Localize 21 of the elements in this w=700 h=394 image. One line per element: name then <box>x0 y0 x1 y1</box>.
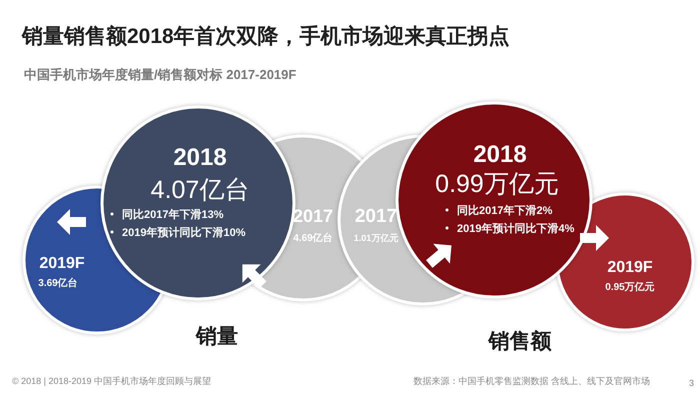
text: © 2018 | 2018-2019 中国手机市场年度回顾与展望 <box>12 376 212 386</box>
category-label: 2017 <box>354 206 398 227</box>
data-label: 0.99万亿元 <box>435 170 559 198</box>
category-label: 2018 <box>473 141 527 168</box>
text: 销量 <box>195 325 238 348</box>
text: 中国手机市场年度销量/销售额对标 2017-2019F <box>24 66 296 84</box>
text: 同比2017年下滑13% <box>122 208 224 221</box>
category-label: 2018 <box>173 144 227 171</box>
source-note: 数据来源：中国手机零售监测数据 含线上、线下及官网市场 <box>413 376 650 386</box>
text: 3 <box>688 378 694 388</box>
data-label: 4.07亿台 <box>150 176 250 204</box>
category-label: 2019F <box>39 255 85 272</box>
data-label: 0.95万亿元 <box>605 281 655 293</box>
text: 2019年预计同比下滑10% <box>122 226 246 239</box>
category-label: 2019F <box>607 259 653 276</box>
data-label: 3.69亿台 <box>38 277 78 289</box>
text: 同比2017年下滑2% <box>457 204 553 217</box>
text: 销售额 <box>488 329 552 353</box>
category-label: 2017 <box>292 206 334 226</box>
text: 2019年预计同比下滑4% <box>457 222 575 235</box>
text: 销量销售额2018年首次双降，手机市场迎来真正拐点 <box>22 24 510 50</box>
